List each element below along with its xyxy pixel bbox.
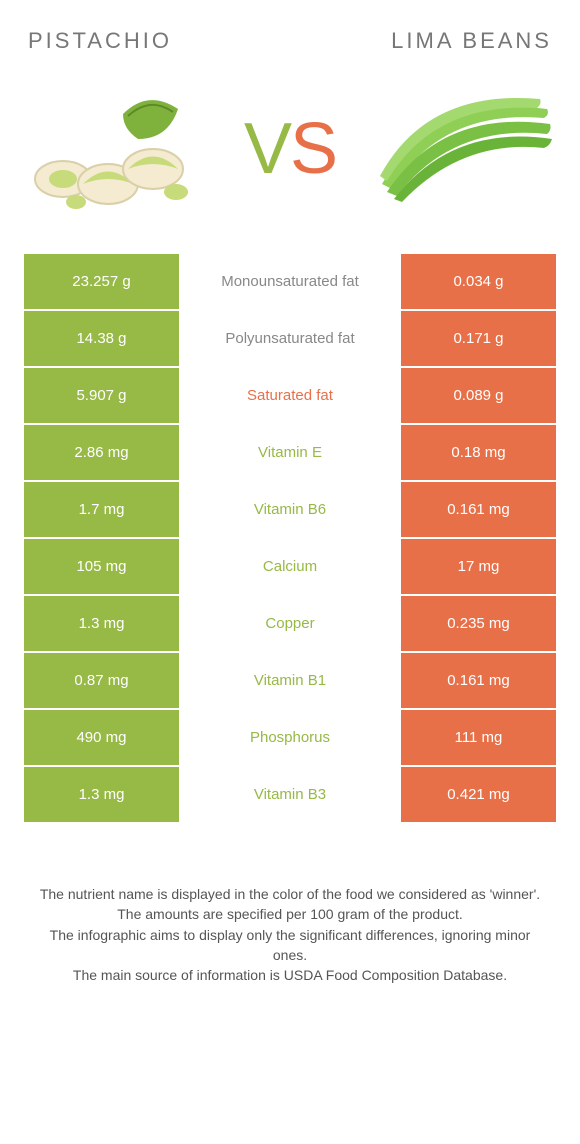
cell-right-value: 0.171 g (401, 311, 556, 366)
table-row: 23.257 gMonounsaturated fat0.034 g (24, 254, 556, 309)
cell-nutrient-name: Calcium (179, 539, 401, 594)
cell-right-value: 0.161 mg (401, 482, 556, 537)
cell-left-value: 1.3 mg (24, 596, 179, 651)
cell-left-value: 5.907 g (24, 368, 179, 423)
table-row: 1.3 mgCopper0.235 mg (24, 596, 556, 651)
table-row: 5.907 gSaturated fat0.089 g (24, 368, 556, 423)
table-row: 1.3 mgVitamin B30.421 mg (24, 767, 556, 822)
footer-line: The amounts are specified per 100 gram o… (38, 904, 542, 924)
cell-right-value: 0.089 g (401, 368, 556, 423)
cell-left-value: 1.7 mg (24, 482, 179, 537)
hero-row: VS (18, 84, 562, 244)
vs-s: S (290, 109, 336, 189)
table-row: 105 mgCalcium17 mg (24, 539, 556, 594)
left-food-title: Pistachio (28, 28, 172, 54)
lima-beans-illustration-icon (372, 84, 552, 214)
cell-nutrient-name: Polyunsaturated fat (179, 311, 401, 366)
footer-notes: The nutrient name is displayed in the co… (18, 824, 562, 985)
pistachio-illustration-icon (28, 84, 208, 214)
footer-line: The main source of information is USDA F… (38, 965, 542, 985)
cell-right-value: 17 mg (401, 539, 556, 594)
table-row: 2.86 mgVitamin E0.18 mg (24, 425, 556, 480)
cell-nutrient-name: Vitamin B1 (179, 653, 401, 708)
cell-nutrient-name: Copper (179, 596, 401, 651)
table-row: 490 mgPhosphorus111 mg (24, 710, 556, 765)
cell-left-value: 105 mg (24, 539, 179, 594)
table-row: 14.38 gPolyunsaturated fat0.171 g (24, 311, 556, 366)
cell-right-value: 0.161 mg (401, 653, 556, 708)
cell-right-value: 0.034 g (401, 254, 556, 309)
vs-v: V (244, 109, 290, 189)
cell-right-value: 0.235 mg (401, 596, 556, 651)
footer-line: The infographic aims to display only the… (38, 925, 542, 966)
right-food-title: Lima beans (391, 28, 552, 54)
cell-left-value: 23.257 g (24, 254, 179, 309)
footer-line: The nutrient name is displayed in the co… (38, 884, 542, 904)
cell-right-value: 111 mg (401, 710, 556, 765)
cell-nutrient-name: Vitamin B6 (179, 482, 401, 537)
cell-nutrient-name: Monounsaturated fat (179, 254, 401, 309)
cell-left-value: 490 mg (24, 710, 179, 765)
cell-nutrient-name: Vitamin E (179, 425, 401, 480)
cell-nutrient-name: Saturated fat (179, 368, 401, 423)
table-row: 0.87 mgVitamin B10.161 mg (24, 653, 556, 708)
cell-right-value: 0.421 mg (401, 767, 556, 822)
vs-label: VS (244, 108, 336, 190)
header: Pistachio Lima beans (18, 18, 562, 84)
cell-nutrient-name: Phosphorus (179, 710, 401, 765)
cell-left-value: 1.3 mg (24, 767, 179, 822)
cell-left-value: 0.87 mg (24, 653, 179, 708)
cell-right-value: 0.18 mg (401, 425, 556, 480)
table-row: 1.7 mgVitamin B60.161 mg (24, 482, 556, 537)
cell-left-value: 14.38 g (24, 311, 179, 366)
nutrient-table: 23.257 gMonounsaturated fat0.034 g14.38 … (18, 244, 562, 822)
cell-nutrient-name: Vitamin B3 (179, 767, 401, 822)
cell-left-value: 2.86 mg (24, 425, 179, 480)
